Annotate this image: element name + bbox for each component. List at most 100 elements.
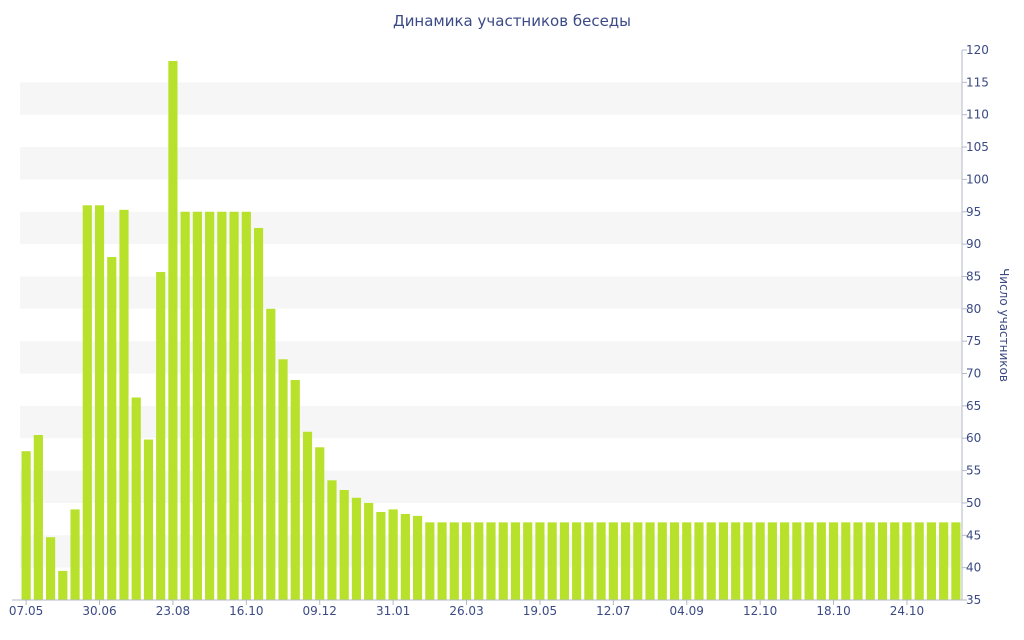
y-tick-label: 120	[966, 43, 989, 57]
bar	[510, 522, 521, 600]
bar	[853, 522, 863, 600]
grid-band	[20, 147, 962, 180]
bar	[792, 522, 802, 600]
bar	[94, 205, 105, 601]
bar	[608, 522, 618, 600]
bar	[290, 380, 300, 600]
bar	[437, 522, 447, 600]
x-tick-label: 12.07	[596, 604, 630, 618]
bar	[523, 522, 533, 600]
bar	[192, 211, 202, 600]
bar	[682, 522, 692, 600]
bar	[547, 522, 557, 600]
y-tick-label: 35	[966, 593, 981, 607]
y-tick-label: 55	[966, 464, 981, 478]
bar	[890, 522, 900, 600]
bar	[828, 522, 839, 600]
bar	[156, 271, 166, 600]
bar	[229, 211, 239, 600]
x-tick-label: 24.10	[890, 604, 924, 618]
bar	[743, 522, 753, 600]
bar	[302, 431, 313, 600]
bar	[131, 397, 141, 600]
x-tick-label: 30.06	[82, 604, 116, 618]
y-axis-title: Число участников	[997, 268, 1011, 382]
bar	[168, 61, 178, 600]
bar	[33, 435, 43, 600]
bar	[780, 522, 790, 600]
bar	[584, 522, 594, 600]
bar	[572, 522, 582, 600]
y-tick-label: 50	[966, 496, 981, 510]
bar	[241, 211, 251, 600]
bar	[657, 522, 667, 600]
x-tick-label: 31.01	[376, 604, 410, 618]
bar	[694, 522, 704, 600]
bar	[620, 522, 631, 600]
x-tick-label: 26.03	[449, 604, 483, 618]
bar	[449, 522, 459, 600]
y-tick-label: 70	[966, 367, 981, 381]
y-tick-label: 115	[966, 75, 989, 89]
bar	[278, 359, 288, 600]
bar	[21, 451, 31, 600]
bar	[706, 522, 716, 600]
bar	[376, 512, 386, 600]
grid-band	[20, 211, 962, 245]
bar	[841, 522, 851, 600]
x-tick-label: 04.09	[670, 604, 704, 618]
bar	[339, 490, 349, 600]
chart-title: Динамика участников беседы	[392, 12, 632, 30]
y-tick-label: 105	[966, 140, 989, 154]
bar-series	[21, 61, 961, 601]
y-tick-label: 110	[966, 108, 989, 122]
x-tick-label: 07.05	[9, 604, 43, 618]
bar	[119, 209, 129, 600]
bar	[364, 502, 374, 600]
bar	[46, 537, 56, 600]
y-tick-label: 90	[966, 237, 981, 251]
x-tick-label: 18.10	[816, 604, 850, 618]
bar	[388, 509, 398, 600]
grid-band	[20, 82, 962, 115]
y-axis: 35 40 45 50 55 60 65 70 75 80 85 90 95 100 105 110 115 12…	[961, 43, 989, 607]
bar	[596, 522, 606, 600]
x-axis: 07.05 30.06 23.08 16.10 09.12 31.01 26.03 19.05…	[9, 599, 962, 618]
y-tick-label: 65	[966, 399, 981, 413]
y-tick-label: 40	[966, 561, 981, 575]
bar	[914, 522, 924, 600]
bar	[217, 211, 227, 600]
bar	[939, 522, 949, 600]
x-tick-label: 12.10	[743, 604, 777, 618]
bar	[315, 447, 325, 600]
bar	[718, 522, 729, 600]
bar	[266, 308, 276, 600]
y-tick-label: 85	[966, 269, 981, 283]
x-tick-label: 09.12	[303, 604, 337, 618]
bar	[633, 522, 643, 600]
bar	[926, 522, 937, 600]
bar	[877, 522, 888, 600]
bar	[107, 257, 117, 600]
bar	[474, 522, 484, 600]
bar	[767, 522, 777, 600]
y-tick-label: 95	[966, 205, 981, 219]
bar	[400, 513, 410, 600]
bar	[902, 522, 912, 600]
y-tick-label: 80	[966, 302, 981, 316]
bar	[180, 211, 190, 600]
x-tick-label: 16.10	[229, 604, 263, 618]
bar	[816, 522, 826, 600]
bar	[498, 522, 508, 600]
bar	[82, 205, 92, 601]
bar	[951, 522, 961, 600]
x-tick-label: 23.08	[156, 604, 190, 618]
y-tick-label: 60	[966, 431, 981, 445]
bar	[58, 570, 68, 600]
y-tick-label: 45	[966, 528, 981, 542]
bar	[351, 497, 362, 600]
y-tick-label: 75	[966, 334, 981, 348]
bar	[205, 211, 215, 600]
bar	[413, 515, 423, 600]
